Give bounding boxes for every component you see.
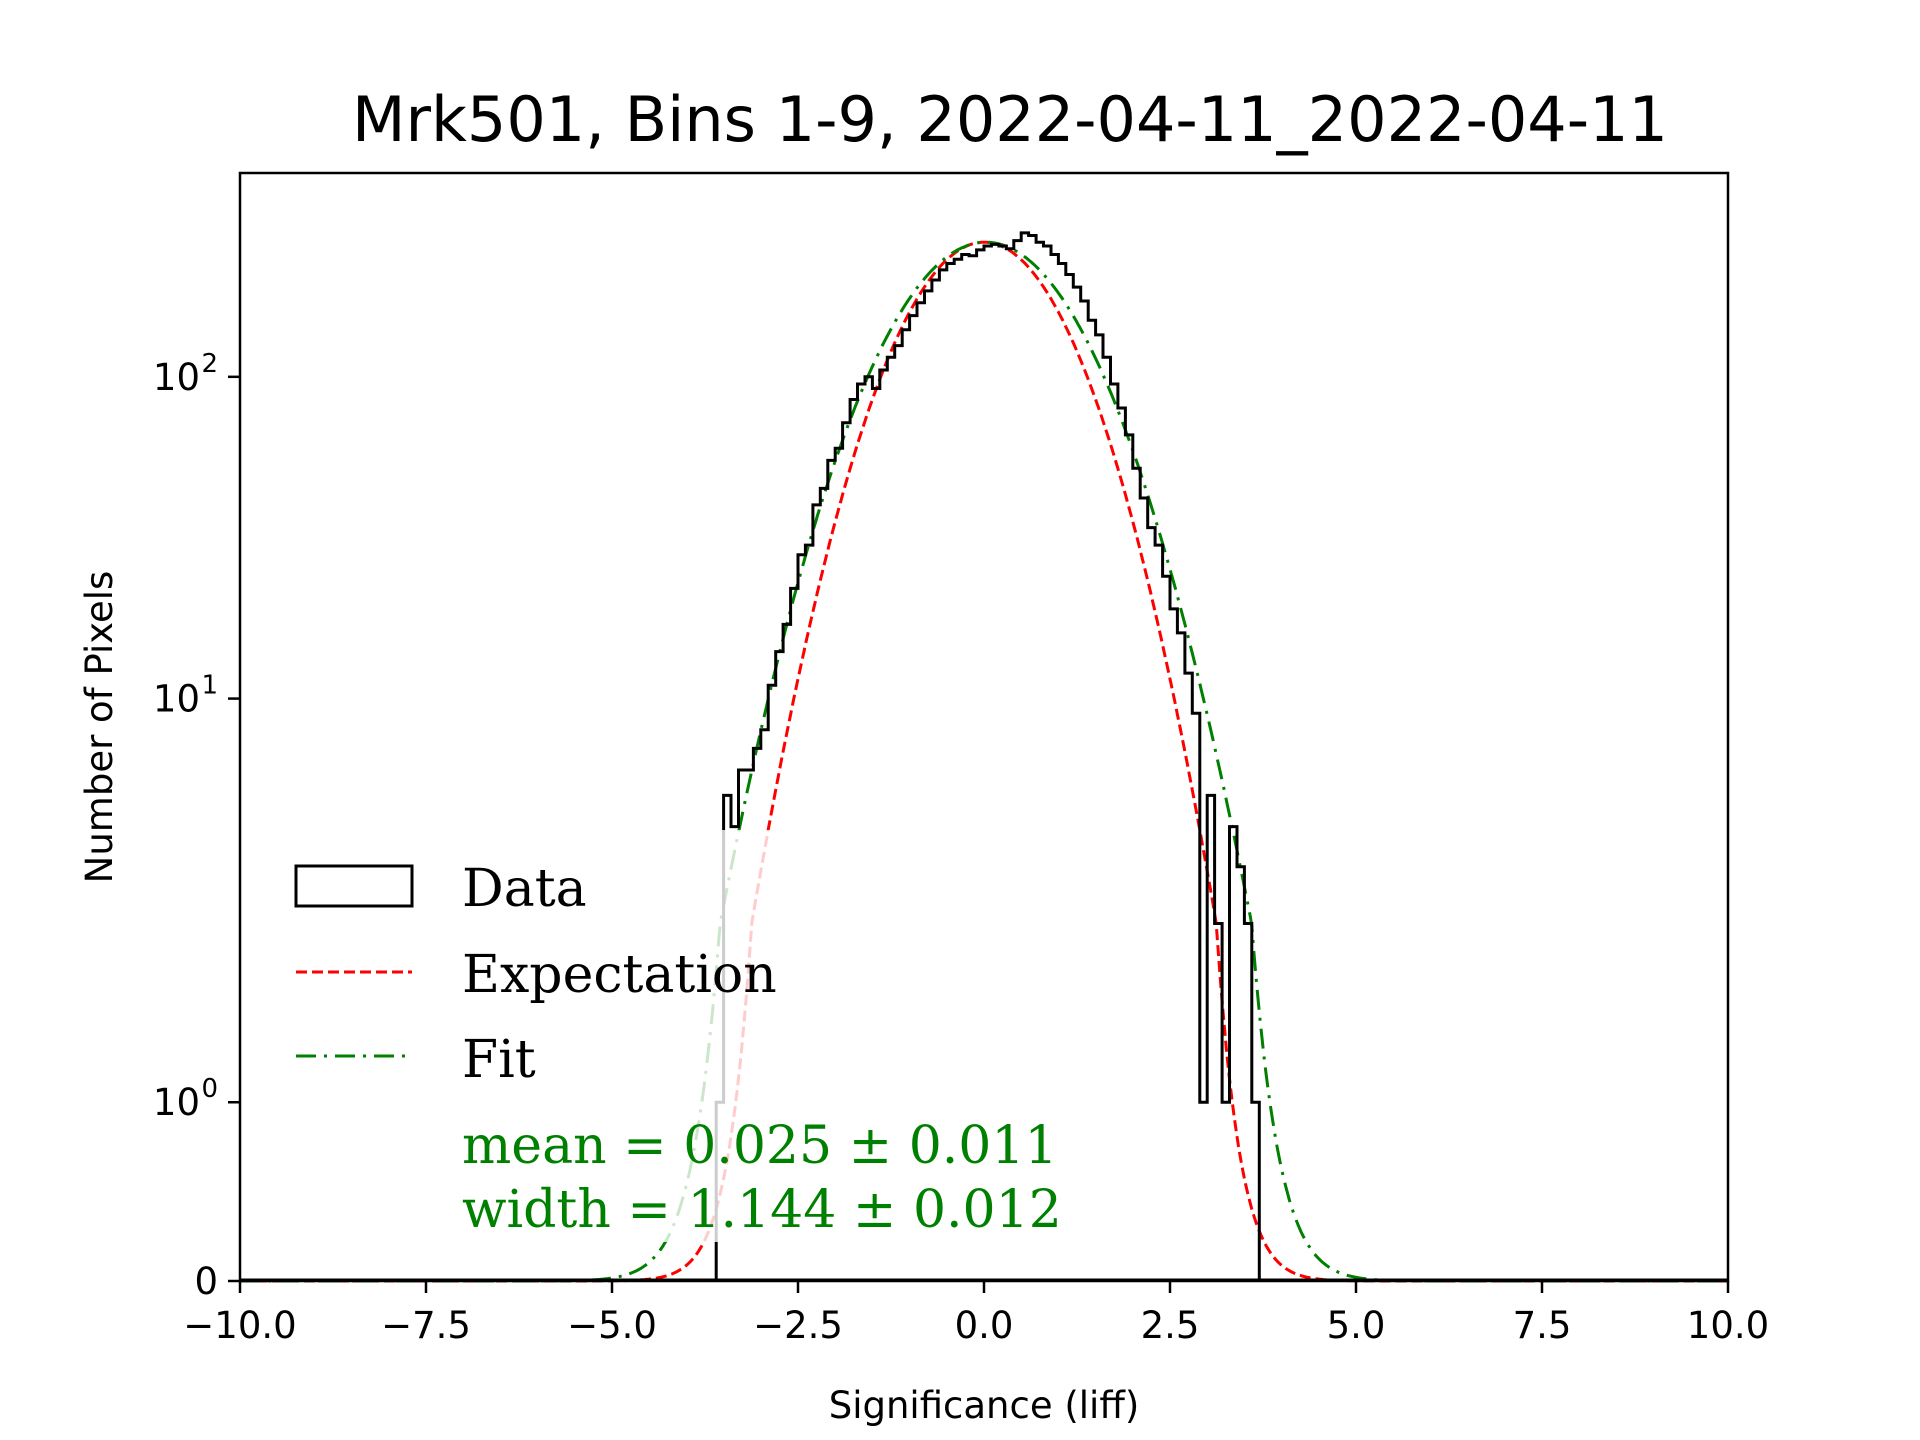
- legend-background: [272, 830, 842, 1242]
- x-tick-label: 7.5: [1513, 1304, 1572, 1347]
- y-tick-label: 10: [153, 356, 200, 399]
- y-tick-label: 0: [194, 1260, 218, 1303]
- y-tick-label: 10: [153, 678, 200, 721]
- chart-title: Mrk501, Bins 1-9, 2022-04-11_2022-04-11: [352, 83, 1668, 156]
- y-tick-exponent: 0: [201, 1074, 218, 1104]
- legend: Data Expectation Fit: [294, 859, 777, 1090]
- x-tick-label: −2.5: [753, 1304, 843, 1347]
- legend-label-expectation: Expectation: [462, 945, 777, 1005]
- y-axis-label: Number of Pixels: [78, 571, 121, 884]
- fit-mean-annotation: mean = 0.025 ± 0.011: [462, 1116, 1058, 1176]
- y-tick-label: 10: [153, 1081, 200, 1124]
- legend-label-fit: Fit: [462, 1030, 536, 1090]
- x-tick-label: 10.0: [1687, 1304, 1769, 1347]
- x-tick-label: 5.0: [1327, 1304, 1386, 1347]
- x-axis: −10.0 −7.5 −5.0 −2.5 0.0 2.5 5.0 7.5 10.0: [183, 1281, 1769, 1347]
- x-tick-label: −5.0: [567, 1304, 657, 1347]
- x-axis-label: Significance (liff): [829, 1384, 1140, 1427]
- data-step-line: [714, 231, 1261, 1281]
- x-tick-label: 0.0: [955, 1304, 1014, 1347]
- fit-width-annotation: width = 1.144 ± 0.012: [462, 1180, 1062, 1240]
- x-tick-label: 2.5: [1141, 1304, 1200, 1347]
- x-tick-label: −7.5: [381, 1304, 471, 1347]
- legend-label-data: Data: [462, 859, 587, 919]
- legend-data-swatch: [294, 864, 414, 908]
- x-tick-label: −10.0: [183, 1304, 296, 1347]
- y-tick-exponent: 1: [201, 671, 218, 701]
- y-tick-exponent: 2: [201, 349, 218, 379]
